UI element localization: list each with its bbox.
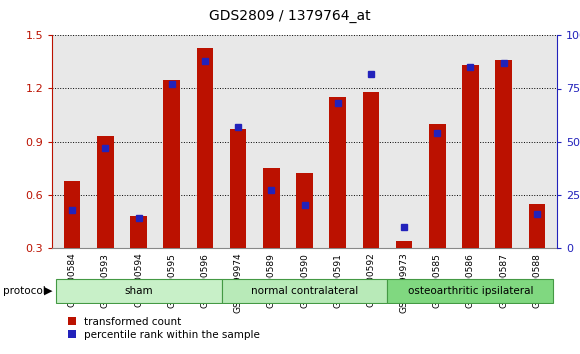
Text: protocol: protocol [3,286,46,296]
Bar [64,181,81,248]
Bar [429,124,445,248]
Bar [222,279,387,303]
Bar [197,48,213,248]
Bar [528,204,545,248]
Bar [462,65,478,248]
Bar [263,168,280,248]
Bar [230,129,246,248]
Text: ▶: ▶ [44,286,52,296]
Bar [164,80,180,248]
Bar [387,279,553,303]
Bar [296,173,313,248]
Text: osteoarthritic ipsilateral: osteoarthritic ipsilateral [408,286,533,296]
Legend: transformed count, percentile rank within the sample: transformed count, percentile rank withi… [67,317,260,340]
Bar [56,279,222,303]
Bar [495,60,512,248]
Text: sham: sham [124,286,153,296]
Bar [362,92,379,248]
Bar [396,241,412,248]
Bar [130,216,147,248]
Text: GDS2809 / 1379764_at: GDS2809 / 1379764_at [209,9,371,23]
Text: normal contralateral: normal contralateral [251,286,358,296]
Bar [329,97,346,248]
Bar [97,136,114,248]
